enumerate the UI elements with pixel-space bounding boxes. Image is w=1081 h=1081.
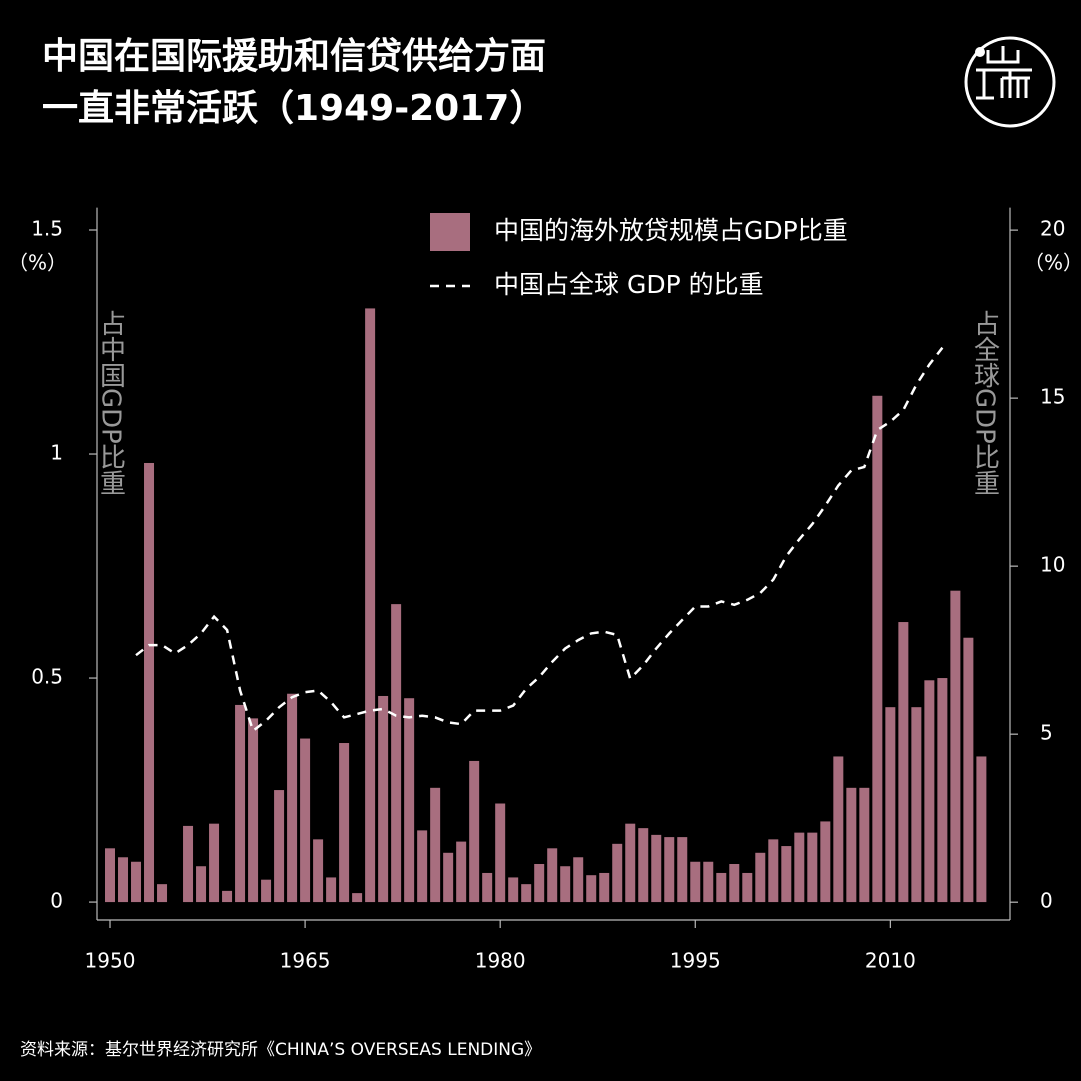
bar: [157, 884, 168, 903]
bar: [729, 863, 740, 903]
bar: [378, 695, 389, 903]
bar: [833, 756, 844, 903]
bar: [690, 861, 701, 903]
bar: [404, 698, 415, 903]
y-tick-label: 1: [50, 441, 63, 465]
bar: [846, 787, 857, 903]
y-tick-label: 0.5: [31, 665, 63, 689]
bar: [872, 395, 883, 903]
y2-tick-label: 0: [1040, 889, 1053, 913]
x-tick-label: 1965: [280, 949, 331, 973]
bar: [664, 837, 675, 903]
bar: [547, 848, 558, 903]
bar: [482, 872, 493, 903]
bar: [885, 707, 896, 903]
x-tick-label: 1980: [475, 949, 526, 973]
bar: [716, 872, 727, 903]
bar: [521, 884, 532, 903]
logo: [964, 36, 1056, 128]
legend-swatch: [430, 213, 470, 251]
bar: [963, 637, 974, 903]
y2-unit: （%）: [1024, 251, 1081, 275]
y2-tick-label: 15: [1040, 385, 1065, 409]
bar: [300, 738, 311, 903]
y2-tick-label: 10: [1040, 553, 1065, 577]
bar: [807, 832, 818, 903]
bar: [430, 787, 441, 903]
bar: [599, 872, 610, 903]
bar: [287, 693, 298, 903]
bar: [612, 843, 623, 903]
bar: [313, 839, 324, 903]
y2-tick-label: 20: [1040, 217, 1065, 241]
legend-label: 中国占全球 GDP 的比重: [494, 270, 764, 299]
bar: [768, 839, 779, 903]
bar: [755, 852, 766, 903]
legend-label: 中国的海外放贷规模占GDP比重: [494, 216, 848, 245]
x-tick-label: 1950: [85, 949, 136, 973]
bar: [638, 828, 649, 903]
bar: [560, 866, 571, 903]
bar: [196, 866, 207, 903]
bar: [235, 704, 246, 903]
bar: [261, 879, 272, 903]
bar: [976, 756, 987, 903]
bar: [417, 830, 428, 903]
bar: [625, 823, 636, 903]
bar: [222, 890, 233, 903]
y-tick-label: 1.5: [31, 217, 63, 241]
bar: [586, 875, 597, 903]
bar: [105, 848, 116, 903]
bar: [339, 743, 350, 903]
bar: [209, 823, 220, 903]
bar: [794, 832, 805, 903]
y-tick-label: 0: [50, 889, 63, 913]
x-tick-label: 2010: [865, 949, 916, 973]
y2-tick-label: 5: [1040, 721, 1053, 745]
bar: [677, 837, 688, 903]
bar: [352, 893, 363, 903]
bar: [144, 462, 155, 903]
chart-title: 中国在国际援助和信贷供给方面: [42, 36, 546, 77]
bar: [573, 857, 584, 903]
bar: [911, 707, 922, 903]
line: [135, 346, 944, 733]
bar: [391, 604, 402, 903]
chart-title: 一直非常活跃（1949-2017）: [42, 88, 545, 129]
bar: [131, 861, 142, 903]
bar: [651, 834, 662, 903]
bar: [326, 877, 337, 903]
bar: [456, 841, 467, 903]
source: 资料来源：基尔世界经济研究所《CHINA’S OVERSEAS LENDING》: [20, 1040, 541, 1060]
bar: [781, 846, 792, 903]
y2-axis-label: 占全球GDP比重: [970, 310, 1000, 496]
y-axis-label: 占中国GDP比重: [96, 310, 126, 496]
bar: [365, 308, 376, 903]
bar: [950, 590, 961, 903]
bar: [469, 760, 480, 903]
bar: [820, 821, 831, 903]
bar: [495, 803, 506, 903]
bar: [937, 678, 948, 903]
bar: [443, 852, 454, 903]
bar: [183, 825, 194, 903]
y-unit: （%）: [8, 251, 67, 275]
bar: [534, 863, 545, 903]
bar: [118, 857, 129, 903]
bar: [248, 718, 259, 903]
bar: [703, 861, 714, 903]
x-tick-label: 1995: [670, 949, 721, 973]
bar: [508, 877, 519, 903]
bar: [742, 872, 753, 903]
bar: [859, 787, 870, 903]
bar: [274, 790, 285, 903]
bar: [924, 680, 935, 903]
bar: [898, 622, 909, 903]
